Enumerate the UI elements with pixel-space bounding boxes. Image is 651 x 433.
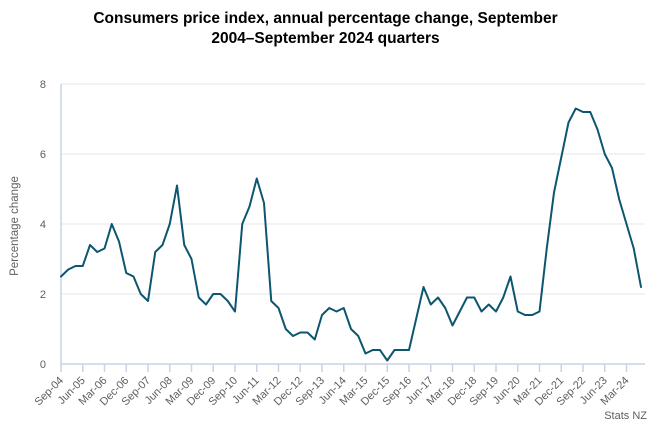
x-axis-ticks: Sep-04Jun-05Mar-06Dec-06Sep-07Jun-08Mar-…	[33, 364, 632, 408]
chart-title: Consumers price index, annual percentage…	[0, 9, 651, 50]
y-axis-title: Percentage change	[9, 176, 21, 276]
attribution-stats-nz: Stats NZ	[604, 410, 647, 422]
y-tick-label: 8	[40, 79, 46, 91]
y-tick-label: 2	[40, 289, 46, 301]
y-tick-label: 0	[40, 359, 46, 371]
cpi-data-line	[60, 107, 642, 362]
axes	[60, 84, 645, 365]
y-tick-label: 6	[40, 149, 46, 161]
y-axis-labels: 0 2 4 6 8	[40, 79, 46, 371]
chart-title-line-1: Consumers price index, annual percentage…	[93, 10, 558, 27]
y-tick-label: 4	[40, 219, 46, 231]
gridlines	[61, 83, 645, 295]
data-series	[60, 107, 642, 362]
chart-title-line-2: 2004–September 2024 quarters	[211, 30, 440, 48]
